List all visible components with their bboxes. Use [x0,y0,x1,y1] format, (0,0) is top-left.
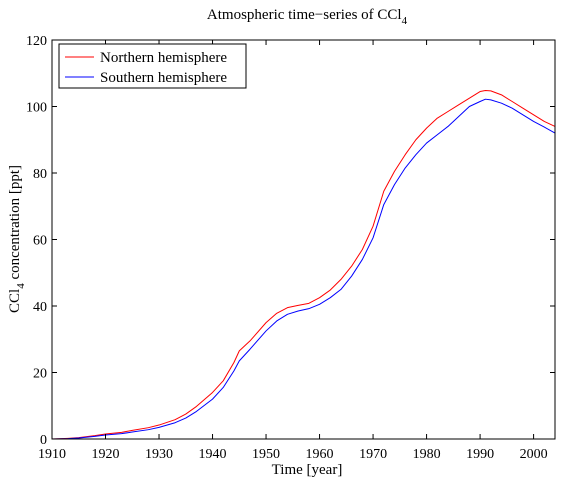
x-tick-label: 1950 [252,447,280,462]
x-axis-label: Time [year] [272,462,343,478]
x-tick-label: 1910 [38,447,66,462]
x-tick-label: 1940 [199,447,227,462]
x-tick-label: 1990 [466,447,494,462]
y-tick-label: 0 [40,433,47,448]
y-tick-label: 80 [33,167,47,182]
legend-label-northern: Northern hemisphere [100,50,227,66]
legend: Northern hemisphere Southern hemisphere [58,43,247,89]
x-tick-label: 1920 [92,447,120,462]
axis-ticks: 1910 1920 1930 1940 1950 1960 1970 1980 1990 2000… [26,34,555,462]
x-tick-label: 1960 [306,447,334,462]
legend-box [58,43,247,89]
plot-lines [51,90,556,440]
x-tick-label: 1980 [413,447,441,462]
legend-label-southern: Southern hemisphere [100,70,227,86]
x-tick-label: 1970 [359,447,387,462]
plot-frame [51,39,556,440]
y-axis-label: CCl4 concentration [ppt] [7,165,27,313]
y-tick-label: 20 [33,367,47,382]
y-tick-label: 60 [33,234,47,249]
x-tick-label: 2000 [520,447,548,462]
series-line-southern [51,98,556,440]
y-tick-label: 100 [26,101,47,116]
chart-title: Atmospheric time−series of CCl4 [207,7,408,27]
y-tick-label: 40 [33,300,47,315]
y-tick-label: 120 [26,34,47,49]
x-tick-label: 1930 [145,447,173,462]
series-line-northern [51,90,556,440]
